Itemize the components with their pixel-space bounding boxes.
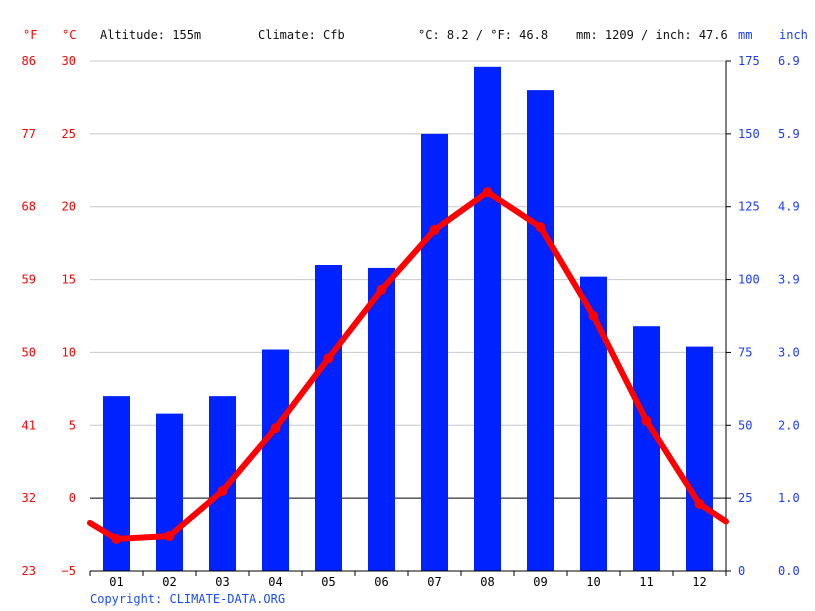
mm-tick-label: 25 — [738, 491, 752, 505]
inch-tick-label: 3.0 — [778, 345, 800, 359]
month-label: 04 — [268, 575, 282, 589]
fahrenheit-tick-label: 77 — [22, 127, 36, 141]
inch-tick-label: 0.0 — [778, 564, 800, 578]
inch-tick-label: 5.9 — [778, 127, 800, 141]
precipitation-bar — [686, 346, 713, 571]
month-label: 01 — [109, 575, 123, 589]
temperature-line — [87, 189, 729, 542]
temperature-point — [376, 284, 387, 295]
temperature-point — [535, 222, 546, 233]
temperature-point — [217, 485, 228, 496]
temperature-point — [270, 423, 281, 434]
precipitation-bar — [103, 396, 130, 571]
month-label: 07 — [427, 575, 441, 589]
mm-tick-label: 50 — [738, 418, 752, 432]
mm-tick-label: 150 — [738, 127, 760, 141]
temperature-point — [323, 353, 334, 364]
mm-tick-label: 100 — [738, 273, 760, 287]
temperature-point — [641, 415, 652, 426]
precipitation-total-label: mm: 1209 / inch: 47.6 — [576, 28, 728, 42]
month-label: 12 — [692, 575, 706, 589]
unit-celsius: °C — [62, 28, 77, 42]
precipitation-bar — [262, 349, 289, 571]
inch-tick-label: 1.0 — [778, 491, 800, 505]
month-label: 08 — [480, 575, 494, 589]
precipitation-bar — [156, 413, 183, 571]
temperature-point — [694, 498, 705, 509]
celsius-tick-label: 10 — [62, 345, 76, 359]
precipitation-bar — [315, 265, 342, 571]
unit-inch: inch — [779, 28, 808, 42]
altitude-label: Altitude: 155m — [100, 28, 202, 42]
mm-tick-label: 175 — [738, 54, 760, 68]
avg-temperature-label: °C: 8.2 / °F: 46.8 — [418, 28, 549, 42]
celsius-tick-label: 25 — [62, 127, 76, 141]
fahrenheit-tick-label: 23 — [22, 564, 36, 578]
fahrenheit-tick-label: 50 — [22, 345, 36, 359]
fahrenheit-tick-label: 59 — [22, 273, 36, 287]
precipitation-bar — [474, 66, 501, 571]
mm-tick-label: 0 — [738, 564, 745, 578]
precipitation-bar — [368, 267, 395, 571]
precipitation-bar — [633, 326, 660, 571]
celsius-tick-label: 15 — [62, 273, 76, 287]
temperature-point — [111, 533, 122, 544]
copyright-link[interactable]: Copyright: CLIMATE-DATA.ORG — [90, 592, 286, 606]
fahrenheit-tick-label: 32 — [22, 491, 36, 505]
celsius-tick-label: 30 — [62, 54, 76, 68]
celsius-tick-label: −5 — [62, 564, 76, 578]
inch-tick-label: 3.9 — [778, 273, 800, 287]
temperature-point — [429, 225, 440, 236]
unit-mm: mm — [738, 28, 753, 42]
unit-fahrenheit: °F — [23, 28, 38, 42]
climate-label: Climate: Cfb — [258, 28, 345, 42]
precipitation-bar — [527, 90, 554, 572]
celsius-tick-label: 0 — [69, 491, 76, 505]
month-label: 11 — [639, 575, 653, 589]
temperature-point — [164, 531, 175, 542]
inch-tick-label: 2.0 — [778, 418, 800, 432]
inch-tick-label: 6.9 — [778, 54, 800, 68]
month-label: 03 — [215, 575, 229, 589]
inch-tick-label: 4.9 — [778, 200, 800, 214]
celsius-tick-label: 5 — [69, 418, 76, 432]
temperature-point — [588, 311, 599, 321]
precipitation-bar — [580, 276, 607, 571]
month-label: 10 — [586, 575, 600, 589]
mm-tick-label: 125 — [738, 200, 760, 214]
fahrenheit-tick-label: 41 — [22, 418, 36, 432]
celsius-tick-label: 20 — [62, 200, 76, 214]
temperature-point — [482, 187, 493, 198]
month-label: 02 — [162, 575, 176, 589]
mm-tick-label: 75 — [738, 345, 752, 359]
fahrenheit-tick-label: 86 — [22, 54, 36, 68]
month-label: 05 — [321, 575, 335, 589]
fahrenheit-tick-label: 68 — [22, 200, 36, 214]
month-label: 09 — [533, 575, 547, 589]
precipitation-bar — [421, 133, 448, 571]
month-label: 06 — [374, 575, 388, 589]
